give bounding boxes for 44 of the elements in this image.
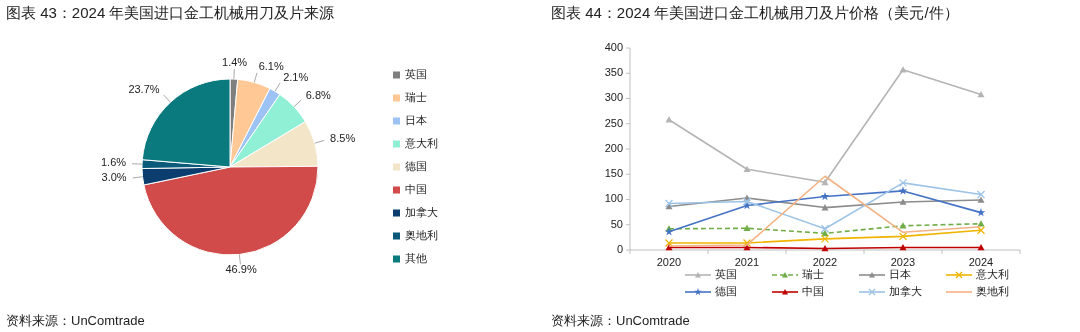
x-tick-label: 2024 (968, 255, 994, 268)
data-label: 46.9% (225, 263, 257, 276)
data-label: 6.1% (258, 59, 284, 72)
legend-label: 加拿大 (889, 284, 922, 297)
y-tick-label: 400 (604, 40, 623, 53)
data-label: 8.5% (330, 131, 356, 144)
data-label: 1.6% (100, 156, 127, 169)
legend-label: 意大利 (404, 136, 438, 149)
legend-label: 日本 (889, 267, 911, 280)
y-tick-label: 200 (604, 141, 623, 154)
legend-label: 德国 (405, 159, 427, 172)
legend-label: 中国 (405, 182, 427, 195)
legend-label: 德国 (715, 284, 737, 297)
y-tick-label: 150 (604, 167, 623, 180)
legend-label: 意大利 (975, 267, 1009, 280)
y-tick-label: 100 (604, 192, 623, 205)
y-tick-label: 350 (604, 66, 623, 79)
x-tick-label: 2022 (812, 255, 838, 268)
text: 资料来源：UnComtrade (6, 313, 145, 328)
data-label: 2.1% (283, 70, 309, 83)
y-tick-label: 0 (616, 242, 623, 255)
legend-label: 日本 (405, 113, 427, 126)
legend-label: 奥地利 (976, 284, 1009, 297)
data-label: 3.0% (101, 171, 127, 184)
y-tick-label: 250 (604, 116, 623, 129)
x-tick-label: 2023 (890, 255, 916, 268)
chart-title: 图表 43：2024 年美国进口金工机械用刀及片来源 (6, 4, 335, 21)
legend-label: 瑞士 (405, 90, 427, 103)
legend-label: 加拿大 (405, 205, 438, 218)
y-tick-label: 50 (610, 217, 623, 230)
legend-label: 其他 (405, 251, 427, 264)
legend-label: 奥地利 (405, 228, 438, 241)
legend-label: 英国 (715, 267, 737, 280)
text: 资料来源：UnComtrade (551, 313, 690, 328)
legend-label: 瑞士 (802, 267, 824, 280)
x-tick-label: 2021 (734, 255, 760, 268)
data-label: 1.4% (222, 56, 248, 69)
y-tick-label: 300 (604, 91, 623, 104)
data-label: 23.7% (128, 83, 160, 96)
data-label: 6.8% (305, 88, 332, 101)
legend-label: 中国 (802, 284, 824, 297)
x-tick-label: 2020 (656, 255, 682, 268)
legend-label: 英国 (405, 67, 427, 80)
chart-title: 图表 44：2024 年美国进口金工机械用刀及片价格（美元/件） (551, 4, 959, 21)
